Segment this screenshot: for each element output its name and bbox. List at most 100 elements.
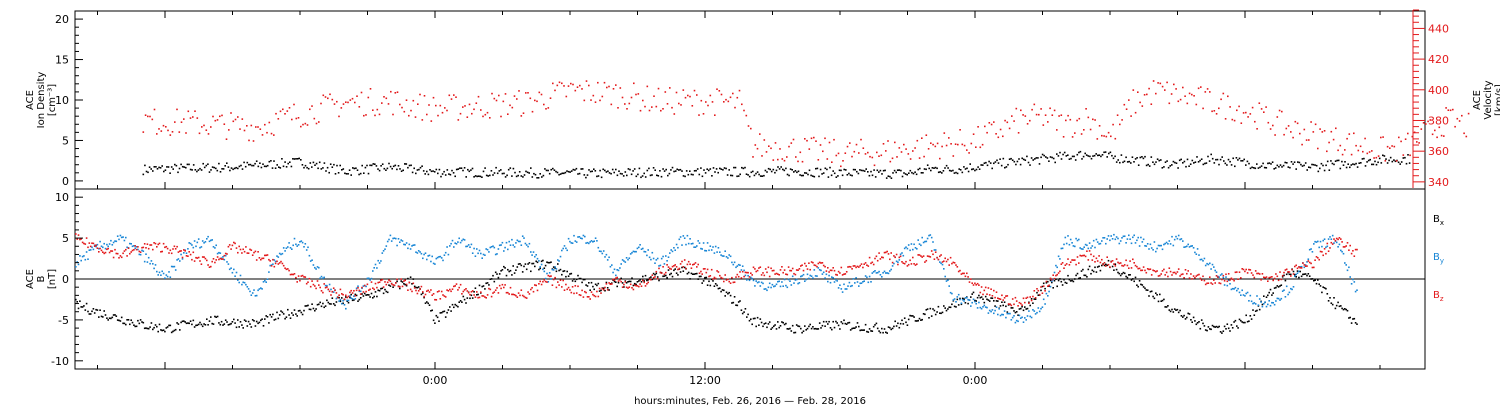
point-ion-density (1065, 155, 1068, 157)
point-b-x (1040, 289, 1042, 292)
point-b-x (898, 326, 901, 329)
point-ion-density (145, 170, 148, 173)
point-ion-density (158, 166, 160, 169)
point-velocity (1218, 107, 1220, 110)
point-ion-density (1040, 156, 1042, 159)
point-b-x (775, 328, 778, 330)
point-b-x (354, 293, 357, 296)
point-b-x (589, 289, 591, 291)
point-b-y (264, 279, 266, 282)
point-b-z (650, 278, 652, 281)
point-ion-density (276, 164, 278, 166)
point-b-y (409, 248, 412, 250)
point-b-y (511, 238, 513, 241)
point-b-x (166, 326, 169, 328)
point-b-z (1292, 273, 1295, 275)
point-b-z (1148, 268, 1150, 271)
point-velocity (1020, 109, 1022, 112)
point-velocity (439, 104, 442, 107)
point-b-y (497, 248, 500, 250)
point-ion-density (522, 176, 524, 178)
point-b-z (733, 281, 736, 283)
point-b-z (704, 268, 706, 270)
point-b-x (816, 328, 818, 330)
point-b-x (943, 305, 945, 307)
point-ion-density (896, 169, 899, 171)
point-b-z (791, 267, 794, 270)
point-ion-density (1356, 166, 1359, 168)
point-ion-density (273, 160, 275, 162)
point-b-z (243, 250, 246, 253)
point-b-z (1298, 266, 1300, 268)
point-velocity (662, 108, 664, 110)
point-b-x (1047, 280, 1049, 283)
point-b-x (748, 319, 751, 322)
point-b-x (891, 327, 894, 330)
point-b-z (269, 260, 271, 262)
point-b-x (450, 310, 452, 312)
point-b-x (498, 273, 501, 275)
point-b-z (532, 290, 535, 293)
point-b-z (1005, 295, 1007, 297)
point-velocity (507, 113, 509, 115)
point-b-z (88, 242, 91, 244)
point-ion-density (1391, 160, 1394, 163)
point-ion-density (366, 164, 368, 167)
point-b-z (408, 281, 411, 284)
point-b-y (520, 244, 523, 246)
point-ion-density (874, 176, 877, 178)
point-b-y (400, 239, 402, 241)
point-velocity (1393, 145, 1396, 148)
point-b-y (895, 260, 898, 263)
point-b-x (473, 291, 475, 293)
point-velocity (444, 107, 446, 109)
point-velocity (1123, 103, 1126, 106)
point-ion-density (919, 167, 921, 170)
point-velocity (1384, 160, 1387, 162)
point-ion-density (232, 168, 234, 171)
point-b-y (613, 268, 616, 271)
point-ion-density (1232, 157, 1234, 160)
point-velocity (345, 101, 347, 103)
point-b-x (544, 264, 547, 267)
point-b-z (1352, 250, 1354, 252)
point-b-x (594, 283, 597, 286)
point-b-x (493, 280, 496, 283)
point-velocity (540, 93, 543, 96)
point-velocity (986, 131, 988, 134)
point-b-z (1090, 253, 1092, 256)
point-b-z (953, 262, 956, 264)
point-b-y (1014, 321, 1017, 324)
point-b-y (845, 288, 848, 290)
point-ion-density (1120, 154, 1123, 156)
point-velocity (734, 106, 736, 109)
point-ion-density (1260, 165, 1263, 167)
point-velocity (538, 91, 541, 94)
point-b-x (165, 327, 168, 329)
point-b-z (523, 295, 525, 298)
point-b-z (1219, 282, 1222, 285)
point-b-z (197, 256, 200, 259)
point-b-z (353, 290, 355, 292)
point-b-z (1230, 277, 1233, 280)
point-b-z (115, 252, 118, 255)
point-b-y (166, 275, 169, 278)
point-b-x (559, 268, 562, 271)
point-ion-density (1326, 160, 1329, 163)
point-b-x (1281, 276, 1284, 278)
point-ion-density (870, 170, 872, 173)
point-b-x (770, 328, 772, 330)
point-b-y (874, 270, 876, 272)
point-b-x (509, 269, 512, 272)
point-velocity (1308, 139, 1310, 141)
point-ion-density (1030, 157, 1033, 159)
point-b-z (956, 266, 959, 268)
point-b-x (440, 311, 443, 314)
point-velocity (174, 121, 176, 123)
point-b-x (1345, 308, 1347, 311)
point-b-x (114, 314, 116, 316)
point-b-z (399, 285, 401, 288)
point-b-y (701, 248, 703, 250)
point-ion-density (852, 168, 855, 171)
point-b-x (234, 322, 236, 324)
